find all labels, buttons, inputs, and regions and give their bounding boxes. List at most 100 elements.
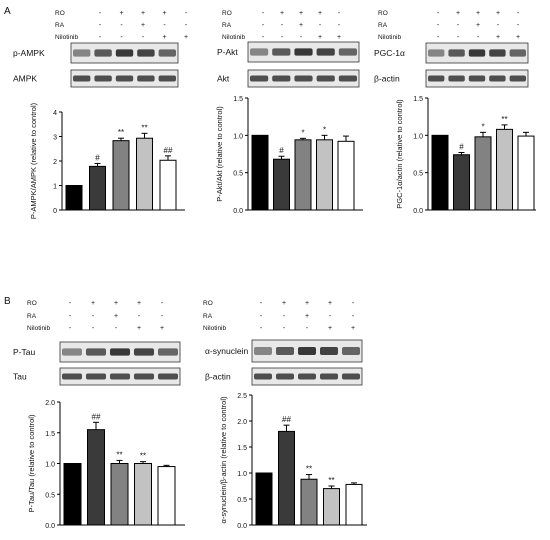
blot-label: P-Tau bbox=[13, 347, 35, 357]
treatment-sign: + bbox=[299, 22, 303, 29]
treatment-sign: - bbox=[92, 313, 95, 320]
blot-band bbox=[158, 348, 178, 356]
y-tick-label: 1.0 bbox=[45, 462, 55, 469]
bar bbox=[300, 478, 318, 526]
treatment-sign: + bbox=[318, 10, 322, 17]
treatment-sign: + bbox=[114, 300, 118, 307]
blot-band bbox=[338, 75, 357, 82]
bar bbox=[294, 139, 312, 211]
blot-band bbox=[94, 49, 112, 57]
blot-band bbox=[320, 373, 338, 380]
treatment-sign: + bbox=[119, 10, 123, 17]
significance-marker: * bbox=[323, 125, 326, 134]
blot-label: P-Akt bbox=[217, 47, 238, 57]
treatment-sign: + bbox=[456, 10, 460, 17]
bar bbox=[255, 472, 273, 526]
bar bbox=[136, 137, 153, 211]
western-blot: PGC-1α bbox=[374, 42, 529, 64]
treatment-sign: - bbox=[517, 22, 520, 29]
treatment-sign: - bbox=[120, 34, 123, 41]
panel-label-b: B bbox=[4, 296, 11, 307]
bar bbox=[496, 128, 513, 211]
blot-band bbox=[272, 75, 291, 82]
blot-band bbox=[137, 49, 155, 57]
bar bbox=[474, 136, 492, 211]
western-blot: β-actin bbox=[374, 69, 529, 88]
blot-band bbox=[86, 348, 106, 356]
treatment-sign: - bbox=[99, 10, 102, 17]
blot-label: PGC-1α bbox=[374, 48, 405, 58]
blot-band bbox=[316, 48, 335, 56]
blot-band bbox=[134, 373, 154, 380]
treatment-sign: - bbox=[283, 325, 286, 332]
subfigure-5: RO - + + + - RA - - + - - Nilotinib - - - + + α-synuclein β… bbox=[203, 300, 367, 530]
treatment-sign: - bbox=[437, 10, 440, 17]
treatment-sign: - bbox=[262, 10, 265, 17]
treatment-sign: + bbox=[305, 300, 309, 307]
bar bbox=[316, 139, 333, 211]
blot-band bbox=[489, 75, 506, 82]
blot-band bbox=[250, 48, 269, 56]
blot-band bbox=[468, 49, 486, 57]
bar bbox=[278, 430, 295, 526]
subfigure-2: RO - + + + -RA - - + - -Nilotinib - - - + +P-AktAkt0.00… bbox=[215, 10, 363, 215]
blot-band bbox=[509, 75, 526, 82]
blot-band bbox=[62, 348, 82, 356]
y-tick-label: 1.5 bbox=[413, 96, 423, 103]
blot-band bbox=[134, 348, 154, 356]
blot-label: AMPK bbox=[13, 74, 37, 84]
treatment-sign: - bbox=[517, 10, 520, 17]
subfigure-4: RO - + + + -RA - - + - -Nilotinib - - - + +P-TauTau0.00… bbox=[13, 300, 185, 530]
treatment-label: Nilotinib bbox=[203, 325, 227, 332]
bar bbox=[337, 140, 355, 211]
y-tick-label: 0.5 bbox=[413, 171, 423, 178]
treatment-sign: - bbox=[69, 325, 72, 332]
western-blot: P-Akt bbox=[217, 41, 360, 63]
y-tick-label: 1 bbox=[53, 184, 57, 191]
blot-band bbox=[250, 75, 269, 82]
y-tick-label: 0.5 bbox=[233, 171, 243, 178]
treatment-table: RO - + + + - RA - - + - - Nilotinib - - - + + bbox=[378, 10, 520, 41]
blot-band bbox=[428, 49, 445, 57]
western-blot: α-synuclein bbox=[205, 339, 363, 363]
blot-band bbox=[110, 373, 130, 380]
treatment-sign: - bbox=[262, 34, 265, 41]
treatment-sign: + bbox=[141, 22, 145, 29]
blot-label: Tau bbox=[13, 372, 27, 382]
bar-chart: 0.0 0.5 1.0 1.5 P-Akt/Akt (relative to contr… bbox=[215, 96, 363, 215]
blot-band bbox=[448, 75, 465, 82]
treatment-sign: - bbox=[138, 313, 141, 320]
treatment-label: RA bbox=[378, 22, 388, 29]
treatment-sign: + bbox=[280, 10, 284, 17]
y-tick-label: 2.5 bbox=[237, 393, 247, 400]
y-tick-label: 0.0 bbox=[45, 523, 55, 530]
treatment-sign: - bbox=[319, 22, 322, 29]
bar-chart: 0 1 2 3 4 P-AMPK/AMPK (relative to control) # *… bbox=[29, 102, 185, 219]
blot-band bbox=[316, 75, 335, 82]
treatment-sign: + bbox=[496, 10, 500, 17]
blot-band bbox=[298, 347, 316, 355]
bar bbox=[345, 483, 363, 526]
significance-marker: ## bbox=[92, 412, 101, 421]
bar bbox=[89, 165, 106, 211]
bar bbox=[65, 185, 83, 211]
treatment-label: RO bbox=[27, 300, 37, 307]
significance-marker: ## bbox=[282, 415, 291, 424]
blot-band bbox=[94, 75, 112, 82]
bar bbox=[323, 488, 340, 526]
treatment-sign: + bbox=[137, 300, 141, 307]
y-tick-label: 3 bbox=[53, 135, 57, 142]
treatment-sign: - bbox=[457, 34, 460, 41]
western-blot: p-AMPK bbox=[13, 42, 179, 64]
blot-band bbox=[115, 75, 134, 82]
blot-band bbox=[428, 75, 445, 82]
western-blot: β-actin bbox=[205, 367, 363, 386]
treatment-table: RO - + + + - RA - - + - - Nilotinib - - - + + bbox=[55, 10, 188, 41]
significance-marker: ** bbox=[501, 115, 507, 124]
significance-marker: ## bbox=[164, 146, 173, 155]
y-tick-label: 2 bbox=[53, 159, 57, 166]
blot-band bbox=[294, 48, 313, 56]
blot-label: β-actin bbox=[374, 74, 400, 84]
blot-band bbox=[115, 49, 134, 57]
treatment-sign: - bbox=[260, 300, 263, 307]
